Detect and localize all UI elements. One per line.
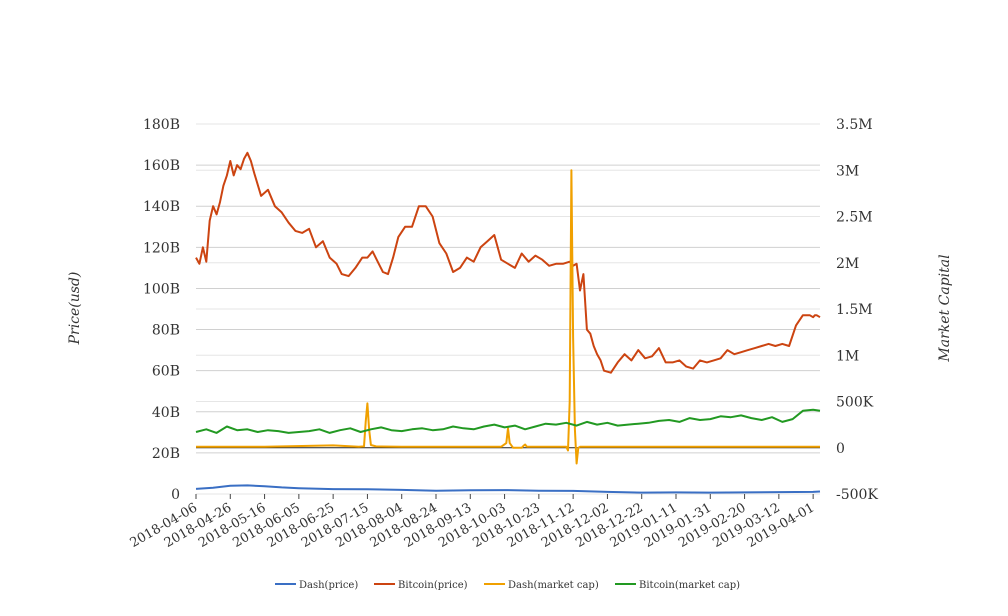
legend-item: Bitcoin(market cap)	[615, 580, 740, 591]
left-tick-label: 80B	[152, 323, 180, 339]
left-tick-label: 0	[171, 487, 180, 503]
series-line-bitcoin-market-cap	[195, 408, 821, 434]
left-tick-label: 60B	[152, 364, 180, 380]
series-line-bitcoin-price	[195, 151, 821, 374]
left-tick-label: 40B	[152, 405, 180, 421]
legend-item: Dash(price)	[275, 580, 358, 591]
legend-label: Bitcoin(market cap)	[639, 580, 740, 591]
right-tick-label: 1M	[836, 348, 859, 364]
legend-label: Bitcoin(price)	[398, 580, 468, 591]
left-tick-label: 160B	[143, 158, 180, 174]
legend-label: Dash(market cap)	[508, 580, 599, 591]
right-tick-label: 500K	[836, 395, 874, 411]
legend: Dash(price) Bitcoin(price) Dash(market cap…	[275, 580, 740, 591]
left-tick-label: 140B	[143, 199, 180, 215]
left-tick-label: 180B	[143, 117, 180, 133]
gridlines	[196, 123, 820, 495]
left-tick-label: 120B	[143, 240, 180, 256]
legend-label: Dash(price)	[299, 580, 358, 591]
series-line-dash-market-cap	[196, 169, 820, 465]
legend-item: Bitcoin(price)	[374, 580, 468, 591]
right-axis-ticks: -500K 0 500K 1M 1.5M 2M 2.5M 3M 3.5M	[836, 117, 878, 503]
right-tick-label: 2.5M	[836, 210, 873, 226]
left-axis-ticks: 0 20B 40B 60B 80B 100B 120B 140B 160B 180B	[143, 117, 180, 503]
left-axis-title: Price(usd)	[67, 272, 83, 346]
right-axis-title: Market Capital	[937, 254, 953, 362]
right-tick-label: 3.5M	[836, 117, 873, 133]
right-tick-label: -500K	[836, 487, 878, 503]
left-tick-label: 20B	[152, 446, 180, 462]
left-tick-label: 100B	[143, 281, 180, 297]
series-lines	[195, 151, 821, 494]
series-line-dash-price	[195, 484, 821, 494]
right-tick-label: 3M	[836, 163, 859, 179]
right-tick-label: 2M	[836, 256, 859, 272]
right-tick-label: 1.5M	[836, 302, 873, 318]
legend-item: Dash(market cap)	[484, 580, 599, 591]
x-axis-ticks: 2018-04-062018-04-262018-05-162018-06-05…	[128, 494, 817, 551]
right-tick-label: 0	[836, 441, 845, 457]
